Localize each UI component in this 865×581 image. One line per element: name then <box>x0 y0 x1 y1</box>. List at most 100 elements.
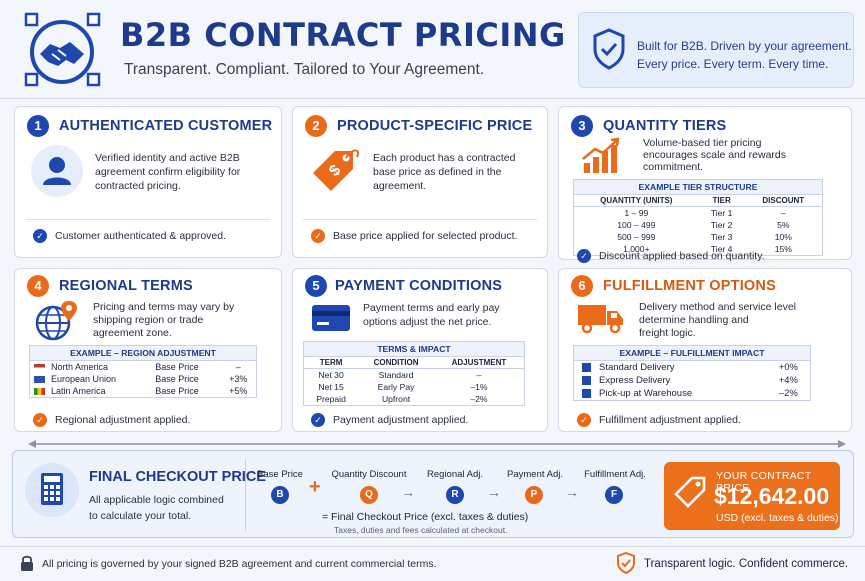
card-text: Delivery method and service level determi… <box>639 301 796 339</box>
step-label-regional: Regional Adj. <box>427 469 483 480</box>
contract-price-box: YOUR CONTRACT PRICE $12,642.00 USD (excl… <box>664 462 840 530</box>
shield-check-icon <box>616 551 636 575</box>
shield-check-icon <box>591 27 627 71</box>
table-row: Standard Delivery +0% <box>574 361 811 375</box>
footer-right-text: Transparent logic. Confident commerce. <box>644 558 849 570</box>
card-payment-conditions: 5 PAYMENT CONDITIONS Payment terms and e… <box>292 268 548 432</box>
card-text: Each product has a contracted base price … <box>373 152 516 192</box>
table-row: 100 – 499 Tier 2 5% <box>617 220 790 230</box>
card-title: QUANTITY TIERS <box>603 118 727 134</box>
plus-icon: + <box>309 476 321 498</box>
final-equation: = Final Checkout Price (excl. taxes & du… <box>322 511 529 523</box>
step-label-base: Base Price <box>257 469 303 480</box>
card-product-specific-price: 2 PRODUCT-SPECIFIC PRICE $ Each product … <box>292 106 548 258</box>
flag-latam-icon <box>34 388 45 396</box>
step-circle-payment: P <box>525 486 543 504</box>
check-icon: ✓ <box>311 229 325 243</box>
final-title: FINAL CHECKOUT PRICE <box>89 469 266 485</box>
table-row: 500 – 999 Tier 3 10% <box>617 232 792 242</box>
card-text: Volume-based tier pricing encourages scal… <box>643 137 787 173</box>
header-note: Built for B2B. Driven by your agreement.… <box>578 12 854 88</box>
arrow-right-icon: → <box>565 484 579 500</box>
price-tag-icon <box>672 474 710 512</box>
table-row: Net 15 Early Pay –1% <box>318 382 488 392</box>
table-row: Latin America Base Price +5% <box>30 385 257 398</box>
footer-left-text: All pricing is governed by your signed B… <box>42 558 437 570</box>
credit-card-icon <box>311 303 351 333</box>
terms-table: TERMS & IMPACT TERM CONDITION ADJUSTMENT… <box>303 341 525 406</box>
step-label-quantity: Quantity Discount <box>331 469 407 480</box>
calculator-icon <box>25 463 79 517</box>
table-row: North America Base Price – <box>30 361 257 374</box>
check-icon: ✓ <box>577 249 591 263</box>
card-title: FULFILLMENT OPTIONS <box>603 278 776 294</box>
box-icon <box>582 362 591 372</box>
fulfillment-table: EXAMPLE – FULFILLMENT IMPACT Standard De… <box>573 345 811 401</box>
header-divider <box>0 98 865 99</box>
table-caption: TERMS & IMPACT <box>303 341 525 356</box>
step-number: 5 <box>305 275 327 297</box>
step-circle-base: B <box>271 486 289 504</box>
final-equation-note: Taxes, duties and fees calculated at che… <box>334 525 508 535</box>
box-icon <box>582 375 591 385</box>
card-title: REGIONAL TERMS <box>59 278 193 294</box>
user-icon <box>31 145 83 197</box>
arrow-right-icon: → <box>401 484 415 500</box>
arrow-right-icon: → <box>487 484 501 500</box>
table-row: European Union Base Price +3% <box>30 373 257 385</box>
table-header: TERM <box>303 356 359 369</box>
step-circle-quantity: Q <box>360 486 378 504</box>
step-number: 4 <box>27 275 49 297</box>
card-footer: Payment adjustment applied. <box>333 414 469 426</box>
double-arrow-icon <box>28 436 846 448</box>
header-note-line2: Every price. Every term. Every time. <box>637 57 829 71</box>
final-text: All applicable logic combined to calculat… <box>89 494 224 522</box>
price-label: YOUR CONTRACT PRICE <box>716 470 812 494</box>
card-quantity-tiers: 3 QUANTITY TIERS Volume-based tier prici… <box>558 106 852 263</box>
handshake-logo-icon <box>18 10 104 90</box>
card-authenticated-customer: 1 AUTHENTICATED CUSTOMER Verified identi… <box>14 106 282 258</box>
card-footer: Discount applied based on quantity. <box>599 250 765 262</box>
flag-eu-icon <box>34 376 45 384</box>
check-icon: ✓ <box>33 229 47 243</box>
check-icon: ✓ <box>311 413 325 427</box>
card-title: AUTHENTICATED CUSTOMER <box>59 118 273 134</box>
bar-chart-growth-icon <box>581 137 621 175</box>
card-footer: Base price applied for selected product. <box>333 230 518 242</box>
price-note: USD (excl. taxes & duties) <box>716 512 839 524</box>
final-divider <box>245 459 246 531</box>
card-title: PAYMENT CONDITIONS <box>335 278 503 294</box>
table-header: TIER <box>698 194 745 207</box>
step-label-payment: Payment Adj. <box>507 469 563 480</box>
card-text: Payment terms and early pay options adjus… <box>363 302 500 328</box>
card-footer: Fulfillment adjustment applied. <box>599 414 741 426</box>
card-text: Verified identity and active B2B agreemen… <box>95 152 241 192</box>
table-row: Prepaid Upfront –2% <box>316 394 488 404</box>
card-regional-terms: 4 REGIONAL TERMS Pricing and terms may v… <box>14 268 282 432</box>
table-row: 1,000+ Tier 4 15% <box>623 244 792 254</box>
table-caption: EXAMPLE TIER STRUCTURE <box>573 179 823 194</box>
footer-divider <box>0 546 865 547</box>
flag-us-icon <box>34 364 45 372</box>
step-label-fulfillment: Fulfillment Adj. <box>584 469 646 480</box>
table-caption: EXAMPLE – REGION ADJUSTMENT <box>29 345 257 360</box>
step-circle-fulfillment: F <box>605 486 623 504</box>
table-header: DISCOUNT <box>744 194 823 207</box>
card-footer: Regional adjustment applied. <box>55 414 191 426</box>
card-divider <box>303 219 537 220</box>
price-value: $12,642.00 <box>714 483 830 509</box>
globe-location-icon <box>33 299 81 341</box>
card-text: Pricing and terms may vary by shipping re… <box>93 301 235 339</box>
table-header: ADJUSTMENT <box>433 356 525 369</box>
step-circle-regional: R <box>446 486 464 504</box>
card-fulfillment-options: 6 FULFILLMENT OPTIONS Delivery method an… <box>558 268 852 432</box>
table-caption: EXAMPLE – FULFILLMENT IMPACT <box>573 345 811 360</box>
table-row: 1 – 99 Tier 1– <box>624 208 786 218</box>
tier-table: EXAMPLE TIER STRUCTURE QUANTITY (UNITS) … <box>573 179 823 256</box>
check-icon: ✓ <box>33 413 47 427</box>
table-row: Express Delivery +4% <box>574 374 811 387</box>
delivery-truck-icon <box>577 301 625 335</box>
card-divider <box>25 219 271 220</box>
region-table: EXAMPLE – REGION ADJUSTMENT North Americ… <box>29 345 257 398</box>
table-row: Net 30 Standard – <box>318 370 482 380</box>
